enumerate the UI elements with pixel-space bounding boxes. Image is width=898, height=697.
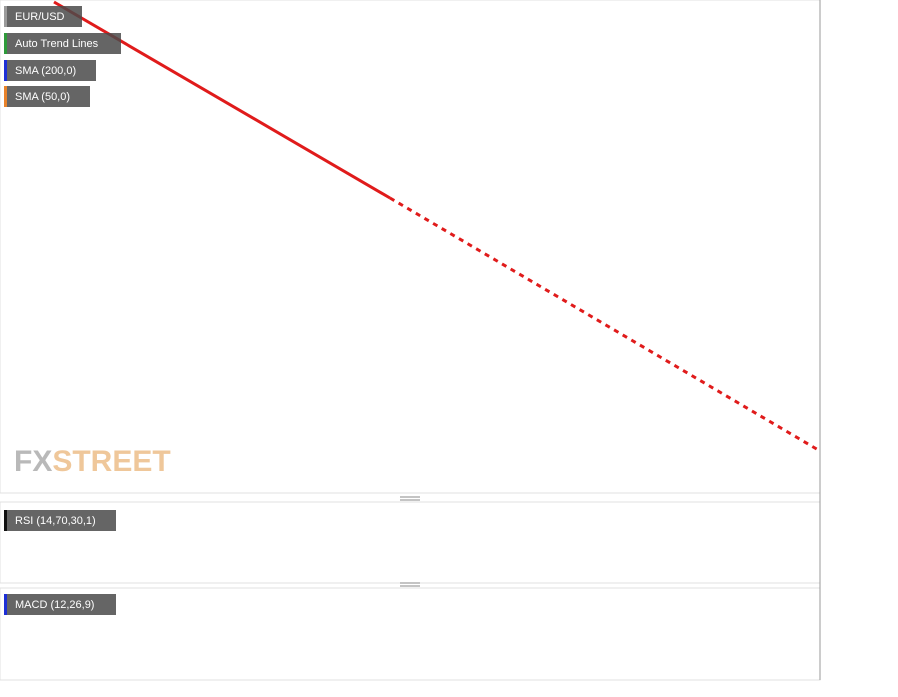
legend-swatch bbox=[4, 510, 7, 531]
macd-panel bbox=[0, 587, 821, 681]
legend-swatch bbox=[4, 60, 7, 81]
legend-swatch bbox=[4, 594, 7, 615]
legend-label: SMA (200,0) bbox=[15, 65, 76, 77]
legend-box[interactable] bbox=[4, 86, 90, 107]
legend-swatch bbox=[4, 86, 7, 107]
legend-label: MACD (12,26,9) bbox=[15, 599, 94, 611]
main-panel bbox=[0, 0, 821, 494]
trend-line-projection bbox=[389, 196, 821, 453]
legend-label: Auto Trend Lines bbox=[15, 38, 99, 50]
legend-swatch bbox=[4, 6, 7, 27]
watermark: FXSTREET bbox=[14, 445, 171, 478]
resize-handle[interactable] bbox=[400, 582, 420, 587]
legend-swatch bbox=[4, 33, 7, 54]
rsi-panel bbox=[0, 501, 821, 584]
resize-handle[interactable] bbox=[400, 496, 420, 501]
legend-box[interactable] bbox=[4, 60, 96, 81]
legend-box[interactable] bbox=[4, 594, 116, 615]
legend-label: EUR/USD bbox=[15, 11, 65, 23]
legend: EUR/USD Auto Trend Lines SMA (200,0) SMA… bbox=[4, 6, 121, 615]
legend-label: SMA (50,0) bbox=[15, 91, 70, 103]
legend-box[interactable] bbox=[4, 6, 82, 27]
legend-box[interactable] bbox=[4, 33, 121, 54]
legend-label: RSI (14,70,30,1) bbox=[15, 515, 96, 527]
legend-box[interactable] bbox=[4, 510, 116, 531]
